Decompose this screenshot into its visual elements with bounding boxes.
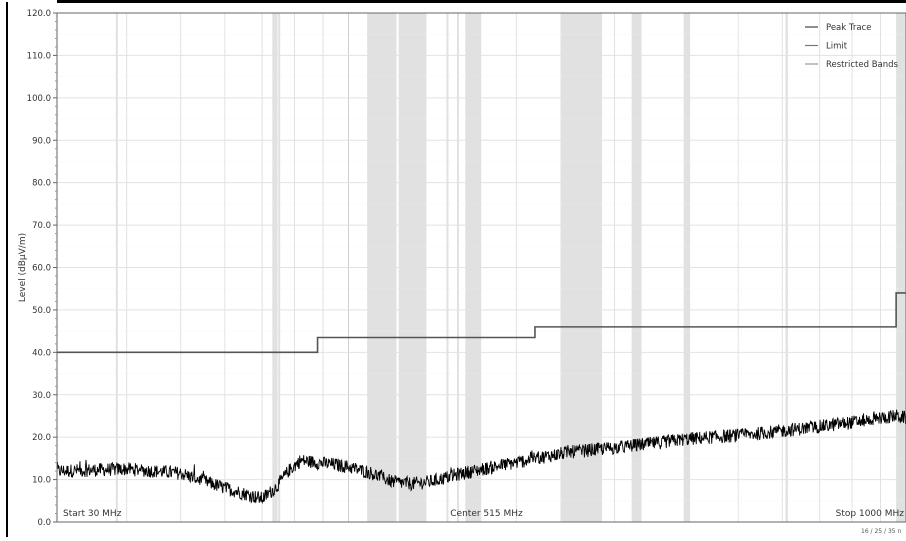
center-frequency-label: Center 515 MHz xyxy=(450,509,523,519)
y-tick-label: 100.0 xyxy=(27,94,51,104)
legend: Peak Trace Limit Restricted Bands xyxy=(805,23,899,70)
y-tick-label: 120.0 xyxy=(27,9,51,19)
y-tick-label: 60.0 xyxy=(32,264,51,274)
limit-line xyxy=(57,292,906,354)
y-axis-label: Level (dBµV/m) xyxy=(18,233,28,302)
y-tick-label: 50.0 xyxy=(32,306,51,316)
peak-trace-line xyxy=(56,409,906,505)
y-tick-label: 90.0 xyxy=(32,136,51,146)
y-tick-label: 70.0 xyxy=(32,221,51,231)
y-tick-label: 10.0 xyxy=(32,476,51,486)
y-tick-label: 80.0 xyxy=(32,179,51,189)
corner-note: 16 / 25 / 35 n xyxy=(861,528,901,535)
y-tick-label: 20.0 xyxy=(32,433,51,443)
stop-frequency-label: Stop 1000 MHz xyxy=(836,509,905,519)
y-tick-label: 110.0 xyxy=(27,51,51,61)
start-frequency-label: Start 30 MHz xyxy=(63,509,122,519)
y-tick-label: 0.0 xyxy=(37,518,51,528)
legend-limit-label: Limit xyxy=(826,42,848,52)
y-axis: 0.0 10.0 20.0 30.0 40.0 50.0 60.0 70.0 80.0 90.0 1… xyxy=(27,9,57,528)
y-tick-label: 40.0 xyxy=(32,348,51,358)
series-layer xyxy=(56,292,906,505)
legend-restricted-bands-label: Restricted Bands xyxy=(826,60,899,70)
legend-peak-trace-label: Peak Trace xyxy=(826,23,871,33)
y-tick-label: 30.0 xyxy=(32,391,51,401)
